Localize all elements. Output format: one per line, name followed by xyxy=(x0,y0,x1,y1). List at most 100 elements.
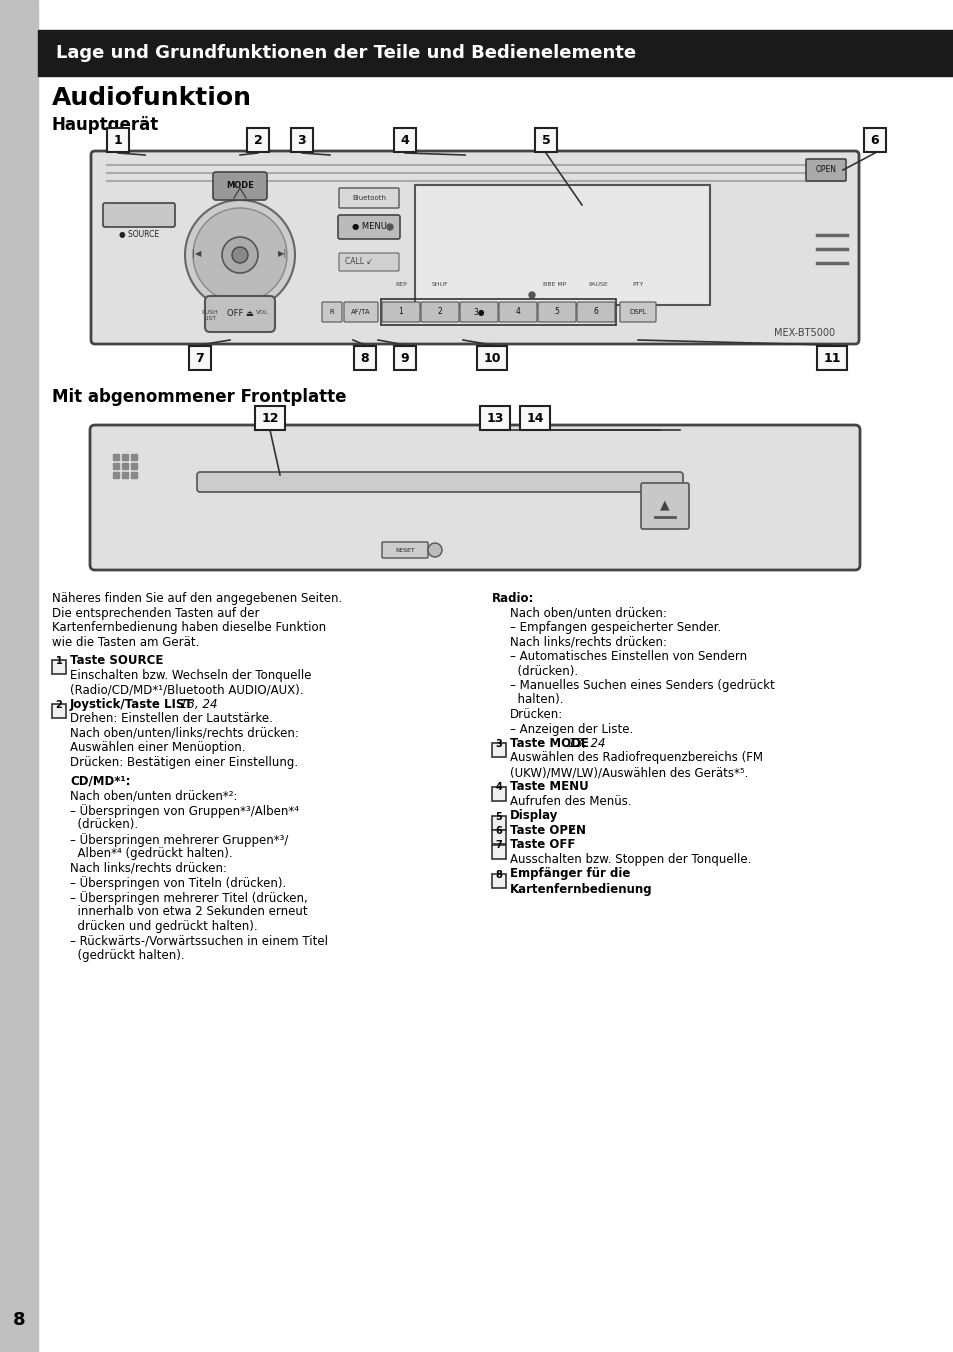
Bar xyxy=(492,815,505,830)
Text: VOL: VOL xyxy=(255,310,268,315)
Text: 4: 4 xyxy=(400,134,409,146)
Text: DSPL: DSPL xyxy=(629,310,646,315)
Text: Hauptgerät: Hauptgerät xyxy=(52,116,159,134)
Text: 8: 8 xyxy=(495,869,502,880)
Text: 5: 5 xyxy=(541,134,550,146)
Bar xyxy=(394,346,416,370)
Circle shape xyxy=(222,237,257,273)
FancyBboxPatch shape xyxy=(537,301,576,322)
Text: Radio:: Radio: xyxy=(492,592,534,604)
Text: 3: 3 xyxy=(297,134,306,146)
Bar xyxy=(52,660,66,675)
Text: 2: 2 xyxy=(253,134,262,146)
Bar xyxy=(415,185,709,306)
Bar xyxy=(112,472,119,479)
Bar xyxy=(112,462,119,469)
Text: 4: 4 xyxy=(496,783,502,792)
Text: 14: 14 xyxy=(526,411,543,425)
FancyBboxPatch shape xyxy=(337,215,399,239)
Text: PTY: PTY xyxy=(632,283,643,288)
Text: REP: REP xyxy=(395,283,406,288)
Text: CD/MD*¹:: CD/MD*¹: xyxy=(70,775,131,788)
Text: – Automatisches Einstellen von Sendern: – Automatisches Einstellen von Sendern xyxy=(510,650,746,662)
FancyBboxPatch shape xyxy=(619,301,656,322)
Text: Audiofunktion: Audiofunktion xyxy=(52,87,252,110)
Text: 6: 6 xyxy=(496,826,502,836)
FancyBboxPatch shape xyxy=(805,160,845,181)
Text: 13: 13 xyxy=(486,411,503,425)
FancyBboxPatch shape xyxy=(381,542,428,558)
Text: 7: 7 xyxy=(496,841,502,850)
Text: – Manuelles Suchen eines Senders (gedrückt: – Manuelles Suchen eines Senders (gedrüc… xyxy=(510,679,774,692)
Text: 10: 10 xyxy=(483,352,500,365)
Bar xyxy=(863,128,885,151)
Text: CALL ↙: CALL ↙ xyxy=(345,257,373,265)
Bar xyxy=(122,462,128,469)
Text: 6: 6 xyxy=(593,307,598,316)
Bar xyxy=(492,830,505,844)
Text: 3: 3 xyxy=(496,740,502,749)
Text: ▲: ▲ xyxy=(659,499,669,511)
FancyBboxPatch shape xyxy=(205,296,274,333)
Text: (drücken).: (drücken). xyxy=(510,664,578,677)
Text: 11: 11 xyxy=(822,352,840,365)
Bar xyxy=(122,472,128,479)
Text: Nach oben/unten/links/rechts drücken:: Nach oben/unten/links/rechts drücken: xyxy=(70,727,298,740)
Bar xyxy=(479,406,510,430)
Text: Aufrufen des Menüs.: Aufrufen des Menüs. xyxy=(510,795,631,808)
Text: Joystick/Taste LIST: Joystick/Taste LIST xyxy=(70,698,193,711)
Text: 7: 7 xyxy=(195,352,204,365)
Text: 8: 8 xyxy=(360,352,369,365)
Text: AF/TA: AF/TA xyxy=(351,310,371,315)
Bar xyxy=(247,128,269,151)
Text: Ausschalten bzw. Stoppen der Tonquelle.: Ausschalten bzw. Stoppen der Tonquelle. xyxy=(510,853,751,867)
FancyBboxPatch shape xyxy=(196,472,682,492)
Text: ● MENU: ● MENU xyxy=(352,223,386,231)
Circle shape xyxy=(428,544,441,557)
Bar xyxy=(492,873,505,887)
Bar xyxy=(519,406,550,430)
Text: Die entsprechenden Tasten auf der: Die entsprechenden Tasten auf der xyxy=(52,607,259,619)
Bar xyxy=(0,0,38,1352)
FancyBboxPatch shape xyxy=(498,301,537,322)
Text: innerhalb von etwa 2 Sekunden erneut: innerhalb von etwa 2 Sekunden erneut xyxy=(70,906,307,918)
Text: 3●: 3● xyxy=(473,307,484,316)
Text: 1: 1 xyxy=(113,134,122,146)
Text: 2: 2 xyxy=(437,307,442,316)
Text: OFF ⏏: OFF ⏏ xyxy=(226,310,253,319)
Text: 5: 5 xyxy=(554,307,558,316)
Text: SHUF: SHUF xyxy=(431,283,448,288)
Text: RESET: RESET xyxy=(395,548,415,553)
Text: Mit abgenommener Frontplatte: Mit abgenommener Frontplatte xyxy=(52,388,346,406)
Text: Alben*⁴ (gedrückt halten).: Alben*⁴ (gedrückt halten). xyxy=(70,848,233,860)
Bar xyxy=(38,30,953,76)
Text: (gedrückt halten).: (gedrückt halten). xyxy=(70,949,185,961)
Bar xyxy=(254,406,285,430)
FancyBboxPatch shape xyxy=(103,203,174,227)
FancyBboxPatch shape xyxy=(381,301,419,322)
Circle shape xyxy=(193,208,287,301)
FancyBboxPatch shape xyxy=(344,301,377,322)
Bar xyxy=(107,128,129,151)
Bar xyxy=(291,128,313,151)
Text: ● SOURCE: ● SOURCE xyxy=(119,230,159,239)
FancyBboxPatch shape xyxy=(459,301,497,322)
Text: – Überspringen mehrerer Gruppen*³/: – Überspringen mehrerer Gruppen*³/ xyxy=(70,833,288,846)
Text: 2: 2 xyxy=(55,700,62,710)
Bar xyxy=(492,845,505,859)
FancyBboxPatch shape xyxy=(213,172,267,200)
Bar xyxy=(394,128,416,151)
Bar xyxy=(189,346,211,370)
Text: R: R xyxy=(330,310,334,315)
Bar xyxy=(380,299,616,324)
Bar xyxy=(492,744,505,757)
Text: Taste MODE: Taste MODE xyxy=(510,737,588,750)
Bar xyxy=(816,346,846,370)
Circle shape xyxy=(529,292,535,297)
Text: 8: 8 xyxy=(12,1311,26,1329)
Text: – Anzeigen der Liste.: – Anzeigen der Liste. xyxy=(510,722,633,735)
Text: Taste MENU: Taste MENU xyxy=(510,780,588,794)
Text: Auswählen des Radiofrequenzbereichs (FM: Auswählen des Radiofrequenzbereichs (FM xyxy=(510,752,762,764)
Text: wie die Tasten am Gerät.: wie die Tasten am Gerät. xyxy=(52,635,199,649)
Text: 13, 24: 13, 24 xyxy=(567,737,605,750)
